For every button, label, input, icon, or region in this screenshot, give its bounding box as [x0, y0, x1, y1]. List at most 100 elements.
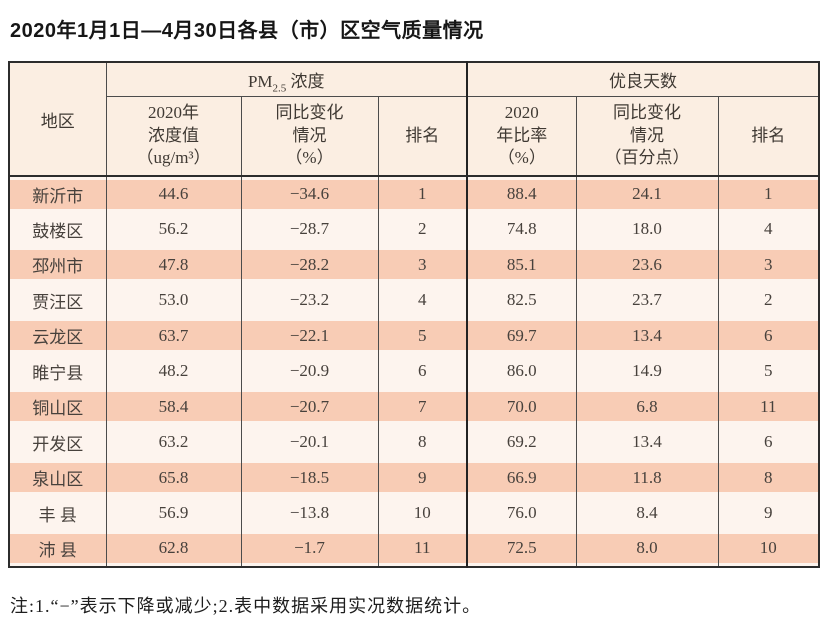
cell-pm-change: −34.6 — [240, 176, 378, 212]
table-row: 贾汪区 53.0 −23.2 4 82.5 23.7 2 — [9, 282, 820, 318]
cell-good-change: 8.4 — [575, 495, 719, 531]
col-group-good-days: 优良天数 — [466, 62, 820, 97]
cell-region: 鼓楼区 — [9, 211, 106, 247]
cell-pm-change: −20.9 — [240, 353, 378, 389]
cell-pm-change: −23.2 — [240, 282, 378, 318]
cell-pm-rank: 4 — [377, 282, 468, 318]
cell-good-change: 23.7 — [575, 282, 719, 318]
col-header-pm-rank: 排名 — [377, 96, 468, 177]
cell-good-rank: 3 — [717, 247, 820, 283]
cell-pm-value: 63.7 — [105, 318, 241, 354]
cell-pm-change: −20.1 — [240, 424, 378, 460]
pm25-label-prefix: PM — [247, 71, 273, 91]
cell-pm-value: 63.2 — [105, 424, 241, 460]
cell-pm-rank: 3 — [377, 247, 468, 283]
cell-good-ratio: 69.2 — [466, 424, 577, 460]
cell-region: 沛 县 — [9, 531, 106, 567]
cell-pm-change: −28.2 — [240, 247, 378, 283]
cell-good-ratio: 86.0 — [466, 353, 577, 389]
cell-good-change: 8.0 — [575, 531, 719, 567]
cell-good-rank: 5 — [717, 353, 820, 389]
cell-good-rank: 2 — [717, 282, 820, 318]
col-header-good-rank: 排名 — [717, 96, 820, 177]
table-group-header-row: 地区 PM2.5 浓度 优良天数 — [9, 62, 820, 177]
cell-good-change: 23.6 — [575, 247, 719, 283]
cell-good-ratio: 85.1 — [466, 247, 577, 283]
col-header-pm-change: 同比变化 情况 （%） — [240, 96, 378, 177]
cell-good-rank: 10 — [717, 531, 820, 567]
cell-region: 开发区 — [9, 424, 106, 460]
cell-good-ratio: 66.9 — [466, 460, 577, 496]
cell-region: 贾汪区 — [9, 282, 106, 318]
col-header-pm-value: 2020年 浓度值 （ug/m³） — [105, 96, 241, 177]
cell-good-change: 11.8 — [575, 460, 719, 496]
cell-pm-rank: 7 — [377, 389, 468, 425]
cell-good-change: 24.1 — [575, 176, 719, 212]
cell-pm-rank: 9 — [377, 460, 468, 496]
cell-pm-change: −20.7 — [240, 389, 378, 425]
cell-pm-value: 48.2 — [105, 353, 241, 389]
cell-pm-change: −18.5 — [240, 460, 378, 496]
table-row: 邳州市 47.8 −28.2 3 85.1 23.6 3 — [9, 247, 820, 283]
cell-good-change: 6.8 — [575, 389, 719, 425]
cell-pm-rank: 8 — [377, 424, 468, 460]
cell-good-change: 13.4 — [575, 318, 719, 354]
cell-pm-rank: 11 — [377, 531, 468, 567]
cell-region: 丰 县 — [9, 495, 106, 531]
cell-pm-rank: 6 — [377, 353, 468, 389]
cell-pm-value: 65.8 — [105, 460, 241, 496]
footnote: 注:1.“−”表示下降或减少;2.表中数据采用实况数据统计。 — [10, 595, 482, 616]
table-row: 开发区 63.2 −20.1 8 69.2 13.4 6 — [9, 424, 820, 460]
table-sub-header-row: 2020年 浓度值 （ug/m³） 同比变化 情况 （%） 排名 2020 年比… — [9, 96, 820, 177]
cell-pm-rank: 1 — [377, 176, 468, 212]
table-row: 铜山区 58.4 −20.7 7 70.0 6.8 11 — [9, 389, 820, 425]
cell-good-rank: 4 — [717, 211, 820, 247]
col-header-good-change: 同比变化 情况 （百分点） — [575, 96, 719, 177]
cell-region: 云龙区 — [9, 318, 106, 354]
cell-good-ratio: 88.4 — [466, 176, 577, 212]
cell-pm-rank: 10 — [377, 495, 468, 531]
cell-pm-change: −1.7 — [240, 531, 378, 567]
table-row: 鼓楼区 56.2 −28.7 2 74.8 18.0 4 — [9, 211, 820, 247]
cell-good-rank: 6 — [717, 424, 820, 460]
table-row: 泉山区 65.8 −18.5 9 66.9 11.8 8 — [9, 460, 820, 496]
cell-good-rank: 9 — [717, 495, 820, 531]
cell-pm-change: −13.8 — [240, 495, 378, 531]
cell-good-change: 18.0 — [575, 211, 719, 247]
cell-good-rank: 11 — [717, 389, 820, 425]
cell-good-rank: 8 — [717, 460, 820, 496]
table-row: 沛 县 62.8 −1.7 11 72.5 8.0 10 — [9, 531, 820, 567]
col-header-good-ratio: 2020 年比率 （%） — [466, 96, 577, 177]
col-group-pm25: PM2.5 浓度 — [105, 62, 468, 97]
pm25-label-subscript: 2.5 — [272, 82, 287, 95]
cell-good-change: 14.9 — [575, 353, 719, 389]
cell-pm-value: 58.4 — [105, 389, 241, 425]
cell-good-rank: 6 — [717, 318, 820, 354]
cell-good-ratio: 82.5 — [466, 282, 577, 318]
cell-pm-value: 47.8 — [105, 247, 241, 283]
cell-region: 新沂市 — [9, 176, 106, 212]
table-body: 新沂市 44.6 −34.6 1 88.4 24.1 1 鼓楼区 56.2 −2… — [9, 176, 820, 567]
cell-pm-value: 56.2 — [105, 211, 241, 247]
table-header: 地区 PM2.5 浓度 优良天数 2020年 浓度值 （ug/m³） 同比变化 … — [9, 62, 820, 177]
page-title: 2020年1月1日—4月30日各县（市）区空气质量情况 — [10, 20, 484, 42]
table-row: 丰 县 56.9 −13.8 10 76.0 8.4 9 — [9, 495, 820, 531]
cell-good-ratio: 69.7 — [466, 318, 577, 354]
col-header-region: 地区 — [9, 62, 106, 177]
table-row: 新沂市 44.6 −34.6 1 88.4 24.1 1 — [9, 176, 820, 212]
cell-region: 睢宁县 — [9, 353, 106, 389]
cell-region: 泉山区 — [9, 460, 106, 496]
cell-pm-change: −28.7 — [240, 211, 378, 247]
cell-pm-rank: 5 — [377, 318, 468, 354]
table-row: 云龙区 63.7 −22.1 5 69.7 13.4 6 — [9, 318, 820, 354]
air-quality-table: 地区 PM2.5 浓度 优良天数 2020年 浓度值 （ug/m³） 同比变化 … — [8, 61, 821, 568]
cell-good-ratio: 72.5 — [466, 531, 577, 567]
cell-good-change: 13.4 — [575, 424, 719, 460]
cell-pm-value: 56.9 — [105, 495, 241, 531]
cell-pm-rank: 2 — [377, 211, 468, 247]
cell-region: 邳州市 — [9, 247, 106, 283]
cell-pm-value: 53.0 — [105, 282, 241, 318]
cell-pm-value: 44.6 — [105, 176, 241, 212]
cell-pm-change: −22.1 — [240, 318, 378, 354]
